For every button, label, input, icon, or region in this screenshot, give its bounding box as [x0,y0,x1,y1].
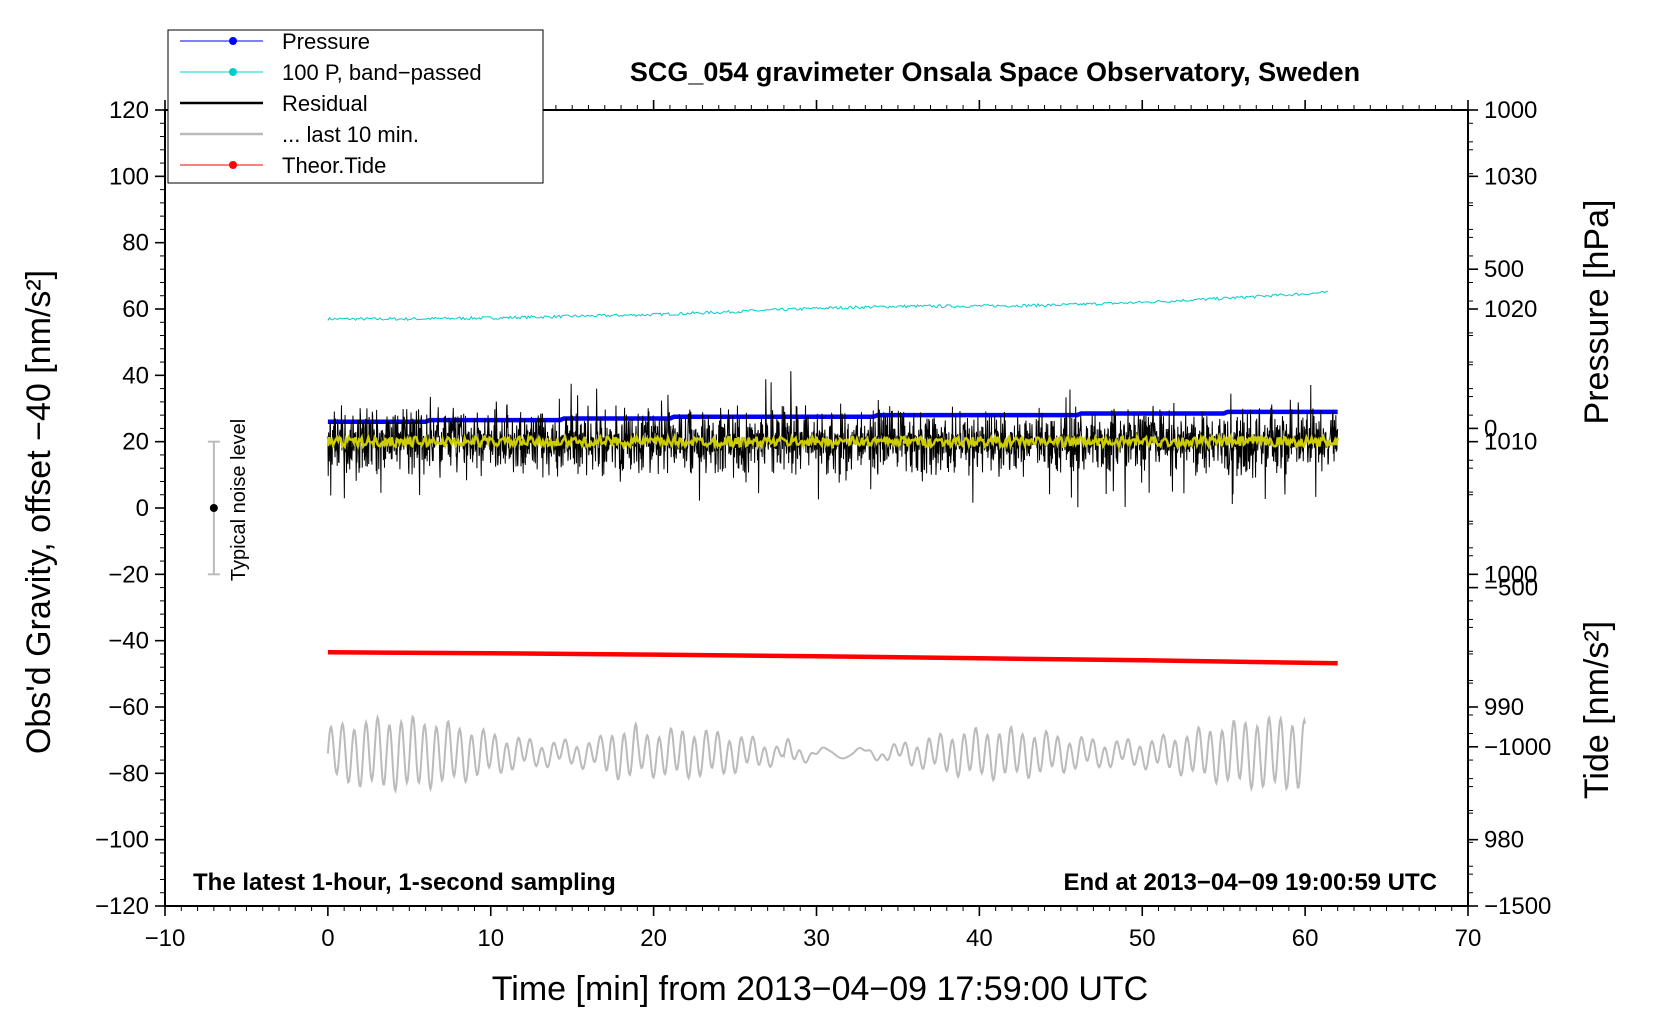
legend-label: Theor.Tide [282,153,386,178]
sampling-annotation: The latest 1-hour, 1-second sampling [193,869,616,896]
legend-label: Pressure [282,29,370,54]
y-tide-tick-label: 1000 [1484,97,1537,124]
y-left-tick-label: −20 [108,561,149,588]
y-left-tick-label: −60 [108,694,149,721]
y-pressure-tick-label: 1000 [1484,561,1537,588]
y-tide-tick-label: −500 [1484,575,1538,602]
noise-bar-dot [209,504,218,512]
y-left-tick-label: 100 [109,163,149,190]
x-tick-label: 20 [640,925,667,952]
y-tide-tick-label: 500 [1484,256,1524,283]
y-left-tick-label: 20 [122,429,149,456]
y-left-tick-label: 120 [109,97,149,124]
y-axis-left-title: Obs'd Gravity, offset −40 [nm/s²] [20,270,58,754]
y-left-tick-label: 60 [122,296,149,323]
legend-label: Residual [282,91,368,116]
y-tide-tick-label: −1000 [1484,734,1551,761]
y-pressure-tick-label: 990 [1484,694,1524,721]
legend-box [167,29,544,184]
legend: Pressure 100 P, band−passed Residual ... la… [167,29,544,184]
series-last10-line [326,713,1307,794]
y-pressure-tick-label: 1010 [1484,429,1537,456]
y-pressure-tick-label: 980 [1484,827,1524,854]
series-residual-smoothed-line [326,432,1339,452]
axes-group: −10 0 10 20 30 40 50 60 70−120−100−80−60−40−2002… [95,97,1551,952]
chart-title: SCG_054 gravimeter Onsala Space Observat… [630,57,1360,87]
y-left-tick-label: −80 [108,760,149,787]
y-left-tick-label: 80 [122,230,149,257]
legend-swatch-marker [229,161,237,169]
y-left-tick-label: −40 [108,628,149,655]
noise-level-label: Typical noise level [228,419,250,581]
y-axis-pressure-title: Pressure [hPa] [1578,200,1616,425]
noise-level-indicator: Typical noise level [207,419,250,581]
y-tide-tick-label: 0 [1484,415,1497,442]
y-left-tick-label: −100 [95,827,149,854]
x-tick-label: 30 [803,925,830,952]
x-tick-label: 0 [321,925,334,952]
x-tick-label: 50 [1129,925,1156,952]
x-axis-title: Time [min] from 2013−04−09 17:59:00 UTC [492,970,1148,1008]
legend-swatch-marker [229,68,237,76]
x-tick-label: 10 [477,925,504,952]
legend-label: ... last 10 min. [282,122,419,147]
x-tick-label: 60 [1292,925,1319,952]
x-tick-label: 40 [966,925,993,952]
end-time-annotation: End at 2013−04−09 19:00:59 UTC [1063,869,1437,896]
y-pressure-tick-label: 1020 [1484,296,1537,323]
y-pressure-tick-label: 1030 [1484,163,1537,190]
series-residual-line [327,371,1339,508]
y-left-tick-label: 40 [122,362,149,389]
series-group [326,290,1339,794]
y-left-tick-label: 0 [136,495,149,522]
legend-swatch-marker [229,37,237,45]
legend-label: 100 P, band−passed [282,60,482,85]
y-left-tick-label: −120 [95,893,149,920]
x-tick-label: 70 [1455,925,1482,952]
y-axis-tide-title: Tide [nm/s²] [1578,621,1616,799]
series-tide-line [327,650,1338,666]
x-tick-label: −10 [145,925,186,952]
y-tide-tick-label: −1500 [1484,893,1551,920]
series-bandpassed-line [327,290,1329,322]
